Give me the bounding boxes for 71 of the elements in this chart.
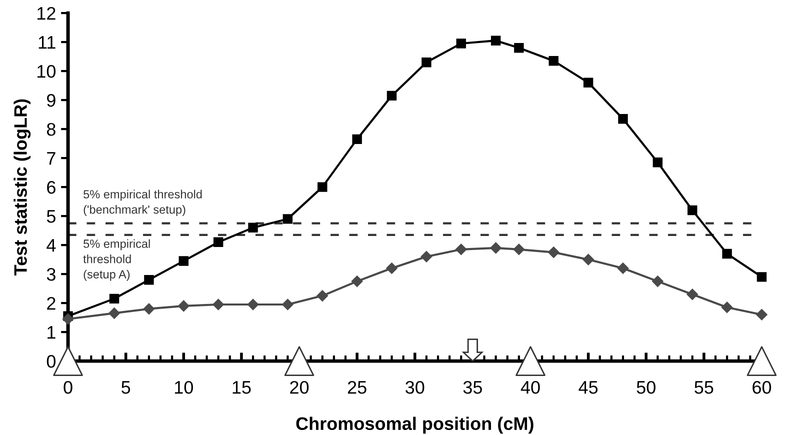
point: [282, 298, 294, 310]
point: [351, 276, 363, 287]
point: [548, 246, 560, 258]
x-tick-label: 45: [578, 381, 598, 394]
point: [62, 313, 74, 325]
x-tick-label: 60: [752, 380, 772, 394]
point: [456, 244, 467, 256]
point: [248, 222, 258, 233]
x-tick-label: 40: [520, 380, 540, 394]
y-tick-label: 4: [46, 239, 56, 252]
y-tick-label: 2: [47, 296, 56, 310]
y-tick-label: 7: [47, 152, 56, 165]
point: [583, 78, 594, 88]
point: [513, 244, 525, 256]
point: [178, 256, 189, 266]
x-tick-label: 20: [290, 380, 309, 394]
point: [756, 309, 768, 320]
y-tick-label: 1: [48, 326, 56, 339]
x-axis-title: Chromosomal position (cM): [296, 416, 534, 434]
ref-line-label: 5% empirical threshold (setup A): [83, 239, 150, 281]
point: [582, 254, 594, 266]
x-tick-label: 30: [406, 380, 424, 394]
y-axis-title: Test statistic (logLR): [14, 99, 31, 276]
y-tick-label: 6: [47, 180, 56, 194]
x-tick-label: 10: [174, 380, 193, 394]
point: [722, 248, 732, 259]
point: [108, 308, 120, 319]
point: [213, 237, 224, 248]
y-tick-label: 10: [38, 64, 56, 78]
y-tick-label: 8: [46, 122, 56, 136]
point: [456, 38, 466, 48]
point: [548, 56, 558, 66]
x-tick-label: 15: [232, 381, 251, 394]
point: [490, 36, 501, 46]
point: [686, 288, 698, 300]
x-tick-label: 5: [122, 381, 130, 394]
point: [490, 242, 502, 254]
point: [652, 276, 664, 287]
point: [212, 298, 224, 310]
point: [514, 42, 524, 53]
point: [178, 300, 190, 312]
point: [756, 272, 767, 282]
y-tick-label: 0: [46, 354, 56, 368]
point: [109, 294, 120, 304]
point: [386, 90, 397, 101]
x-tick-label: 35: [463, 380, 482, 394]
point: [617, 262, 629, 274]
point: [318, 182, 328, 192]
point: [652, 158, 663, 168]
x-tick-label: 50: [636, 380, 656, 394]
point: [422, 57, 432, 68]
point: [316, 290, 328, 302]
point: [352, 134, 362, 144]
y-tick-label: 5: [46, 210, 56, 223]
y-tick-label: 12: [38, 6, 56, 20]
point: [143, 303, 155, 314]
point: [618, 114, 628, 124]
point: [247, 298, 259, 310]
y-tick-label: 9: [47, 94, 56, 107]
y-tick-label: 3: [46, 268, 56, 281]
point: [282, 214, 293, 224]
point: [688, 205, 698, 216]
point: [386, 262, 398, 274]
x-tick-label: 55: [694, 381, 714, 394]
point: [144, 274, 154, 285]
point: [420, 251, 432, 262]
y-tick-label: 11: [38, 36, 56, 49]
point: [721, 302, 733, 314]
ref-line-label: 5% empirical threshold ('benchmark' setup): [84, 190, 202, 216]
x-tick-label: 0: [64, 380, 72, 394]
x-tick-label: 25: [348, 380, 366, 394]
